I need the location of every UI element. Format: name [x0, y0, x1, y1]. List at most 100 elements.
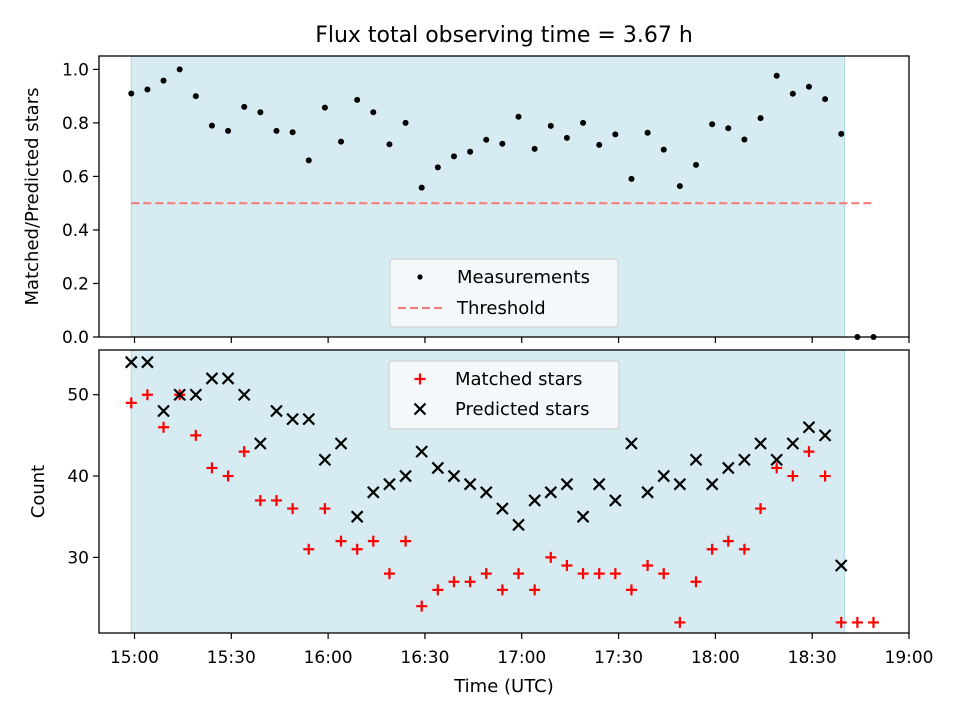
predicted-star-point [270, 404, 283, 418]
measurement-point [273, 127, 280, 134]
bottom-panel: 30 40 50 15:00 15:30 16:00 16:30 17:00 17:30 18:… [28, 349, 934, 697]
measurement-point [838, 130, 845, 137]
measurement-point [547, 122, 554, 129]
measurement-point [596, 141, 603, 148]
y-tick-label: 40 [67, 467, 89, 487]
measurement-point [499, 140, 506, 147]
predicted-star-point [657, 469, 671, 483]
measurement-point [160, 77, 167, 84]
measurement-point [628, 175, 635, 182]
matched-stars-points [125, 389, 880, 628]
predicted-star-point [786, 437, 800, 450]
x-tick-label: 16:00 [304, 648, 353, 668]
predicted-star-point [496, 502, 509, 515]
predicted-star-point [528, 494, 541, 507]
y-tick-label: 0.6 [62, 167, 89, 187]
x-tick-label: 18:00 [691, 648, 740, 668]
y-tick-label: 50 [67, 386, 89, 406]
predicted-stars-points [124, 355, 848, 572]
legend-measurements-label: Measurements [457, 267, 590, 288]
matched-star-point [496, 584, 508, 596]
measurement-point [450, 153, 457, 160]
matched-star-point [141, 389, 153, 401]
matched-star-point [577, 568, 589, 580]
predicted-star-point [609, 494, 622, 507]
measurement-point [580, 119, 587, 126]
measurement-point [789, 90, 796, 97]
matched-star-point [738, 543, 750, 555]
predicted-star-point [124, 355, 138, 369]
matched-star-point [658, 568, 670, 580]
measurement-point [305, 157, 312, 164]
measurement-point [805, 83, 812, 90]
matched-star-point [868, 616, 880, 628]
matched-star-point [464, 576, 476, 588]
predicted-star-point [592, 477, 606, 491]
predicted-star-point [576, 510, 590, 523]
predicted-star-point [625, 437, 638, 450]
measurement-point [257, 109, 264, 116]
top-y-axis-label: Matched/Predicted stars [22, 88, 43, 306]
predicted-star-point [738, 453, 751, 467]
measurement-point [418, 184, 425, 191]
matched-star-point [432, 584, 444, 596]
predicted-star-point [722, 461, 735, 475]
top-y-axis: 0.0 0.2 0.4 0.6 0.8 1.0 [62, 60, 99, 348]
matched-star-point [529, 584, 541, 596]
predicted-star-point [641, 486, 654, 499]
matched-star-point [125, 397, 137, 409]
bottom-legend-box [388, 360, 620, 430]
y-tick-label: 0.2 [62, 274, 89, 294]
measurement-point [386, 141, 393, 148]
matched-star-point [190, 429, 202, 441]
measurement-point [402, 119, 409, 126]
measurement-point [434, 164, 441, 171]
legend-threshold-label: Threshold [456, 298, 546, 319]
x-tick-label: 16:30 [400, 648, 449, 668]
matched-star-point [400, 535, 412, 547]
matched-star-point [270, 494, 282, 506]
predicted-star-point [318, 453, 332, 467]
measurement-point [192, 93, 199, 100]
measurement-point [128, 90, 135, 97]
predicted-star-point [286, 412, 299, 426]
x-tick-label: 17:00 [497, 648, 546, 668]
matched-star-point [787, 470, 799, 482]
predicted-star-point [254, 437, 267, 450]
predicted-star-point [673, 477, 687, 491]
matched-star-point [755, 503, 767, 515]
matched-star-point [480, 568, 492, 580]
predicted-star-point [802, 420, 816, 434]
bottom-axes-frame [98, 349, 910, 634]
legend-matched-marker [414, 373, 426, 385]
matched-star-point [545, 551, 557, 563]
measurement-point [354, 96, 361, 103]
predicted-star-point [157, 404, 170, 418]
measurement-point [725, 125, 732, 132]
measurement-point [338, 138, 345, 145]
matched-star-point [771, 462, 783, 474]
predicted-star-point [834, 559, 848, 572]
legend-matched-label: Matched stars [455, 369, 582, 390]
predicted-star-point [221, 372, 235, 385]
measurement-point [644, 129, 651, 136]
matched-star-point [367, 535, 379, 547]
predicted-star-point [512, 518, 525, 532]
measurement-point [370, 109, 377, 116]
matched-star-point [416, 600, 428, 612]
x-tick-label: 15:00 [110, 648, 159, 668]
legend-measurements-marker [417, 274, 423, 280]
x-tick-label: 15:30 [207, 648, 256, 668]
predicted-star-point [237, 388, 251, 402]
predicted-star-point [302, 412, 316, 426]
predicted-star-point [334, 437, 348, 450]
predicted-star-point [367, 486, 380, 499]
measurement-point [773, 72, 780, 79]
matched-star-point [513, 568, 525, 580]
predicted-star-point [350, 510, 364, 523]
measurement-point [709, 121, 716, 128]
matched-star-point [674, 616, 686, 628]
measurement-point [676, 183, 683, 190]
y-tick-label: 0.4 [62, 221, 89, 241]
